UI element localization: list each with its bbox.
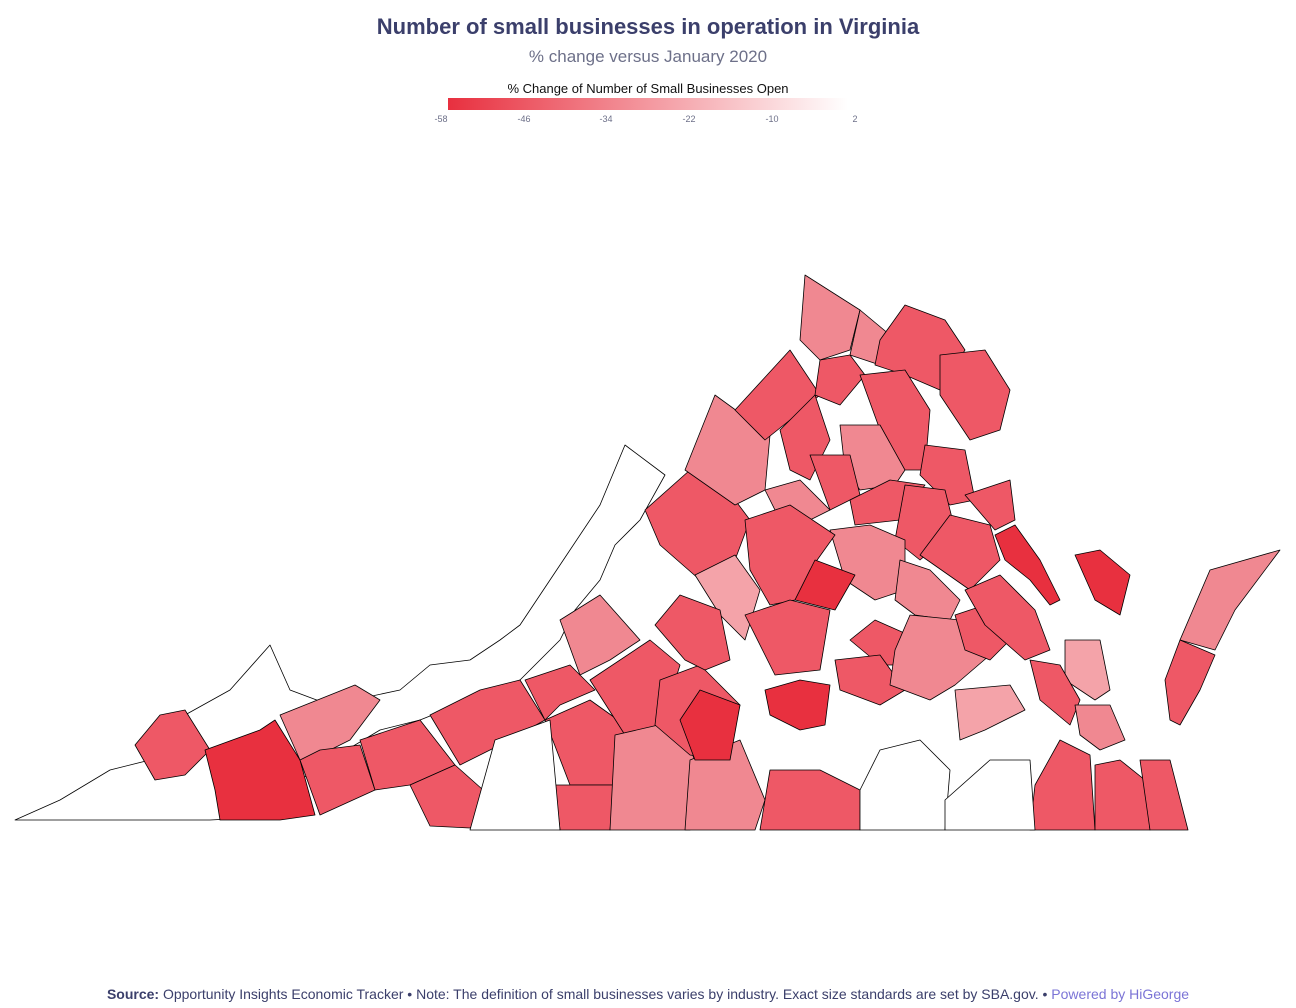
county-region[interactable] [1029, 739, 1096, 831]
county-region[interactable] [204, 719, 316, 821]
county-region[interactable] [554, 784, 616, 831]
county-region[interactable] [954, 684, 1026, 741]
powered-by-link[interactable]: Powered by HiGeorge [1051, 986, 1190, 1002]
county-region[interactable] [939, 349, 1011, 441]
legend-tick: -58 [434, 114, 448, 124]
county-region[interactable] [859, 739, 951, 831]
county-region[interactable] [919, 444, 976, 506]
county-region[interactable] [1139, 759, 1189, 831]
county-region[interactable] [469, 719, 561, 831]
county-region[interactable] [1074, 549, 1131, 616]
legend-color-scale [448, 98, 848, 110]
county-region[interactable] [1179, 549, 1281, 651]
legend-tick: -22 [682, 114, 696, 124]
county-region[interactable] [1029, 659, 1081, 726]
county-region[interactable] [799, 274, 861, 361]
footer-source-label: Source: [106, 986, 160, 1002]
legend-tick: -10 [765, 114, 779, 124]
chart-subtitle: % change versus January 2020 [528, 47, 768, 66]
county-region[interactable] [679, 689, 741, 761]
county-region[interactable] [654, 594, 731, 671]
footer-source-text: Opportunity Insights Economic Tracker • … [162, 986, 1048, 1002]
county-region[interactable] [944, 759, 1036, 831]
county-region[interactable] [964, 574, 1051, 661]
footer: Source: Opportunity Insights Economic Tr… [0, 986, 1296, 1002]
legend-tick: 2 [852, 114, 858, 124]
county-region[interactable] [559, 594, 641, 676]
legend-tick: -34 [599, 114, 613, 124]
county-region[interactable] [919, 514, 1001, 591]
county-region[interactable] [299, 744, 376, 816]
county-region[interactable] [524, 664, 596, 721]
legend-title: % Change of Number of Small Businesses O… [507, 81, 789, 96]
county-region[interactable] [994, 524, 1061, 606]
legend-tick: -46 [517, 114, 531, 124]
county-region[interactable] [794, 559, 856, 611]
county-region[interactable] [814, 354, 866, 406]
county-region[interactable] [759, 769, 861, 831]
county-region[interactable] [744, 599, 831, 676]
county-region[interactable] [1074, 704, 1126, 751]
chart-title: Number of small businesses in operation … [376, 14, 920, 39]
county-region[interactable] [964, 479, 1016, 531]
county-region[interactable] [834, 654, 906, 706]
county-region[interactable] [1164, 639, 1216, 726]
county-region[interactable] [764, 679, 831, 731]
